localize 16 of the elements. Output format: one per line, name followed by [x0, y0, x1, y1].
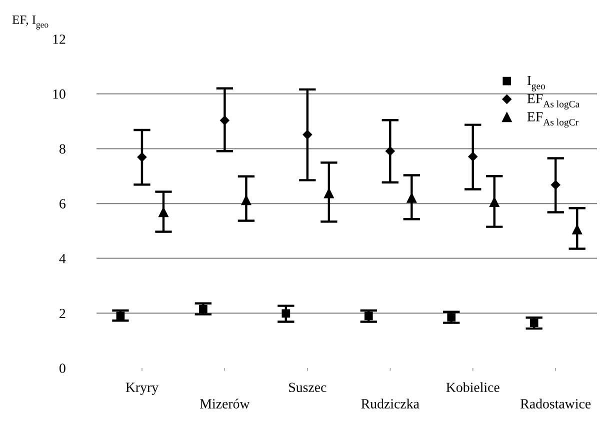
- y-tick-label: 12: [53, 34, 66, 44]
- x-tick-label: Suszec: [289, 382, 326, 392]
- legend-label: EFAs logCa: [527, 94, 580, 110]
- y-tick-label: 4: [59, 254, 66, 264]
- y-tick-label: 8: [60, 144, 66, 154]
- x-tick-label: Rudziczka: [361, 398, 420, 408]
- x-tick-label: Radostawice: [520, 398, 591, 408]
- x-tick-label: Kryry: [126, 382, 159, 395]
- y-tick-label: 10: [53, 89, 66, 99]
- y-tick-label: 0: [60, 364, 66, 374]
- x-tick-label: Kobielice: [446, 382, 500, 392]
- x-tick-label: Mizerów: [200, 398, 250, 408]
- y-tick-label: 2: [60, 308, 66, 318]
- legend-label: Igeo: [527, 76, 546, 92]
- legend-label: EFAs logCr: [527, 112, 578, 128]
- y-tick-label: 6: [60, 199, 66, 208]
